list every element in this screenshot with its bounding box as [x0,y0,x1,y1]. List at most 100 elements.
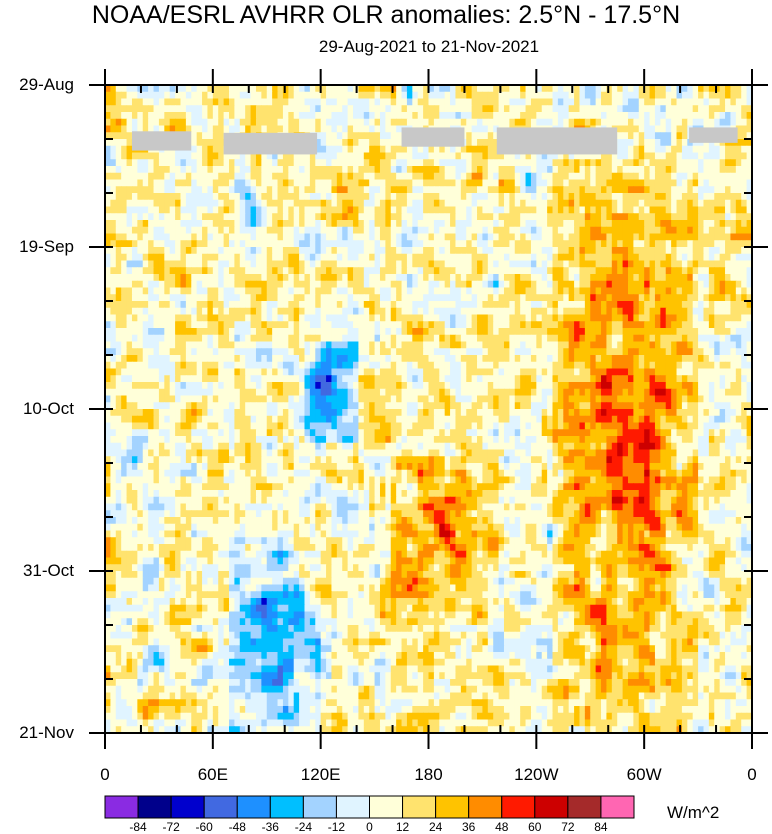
heat-cell [514,348,521,356]
heat-cell [191,314,198,322]
heat-cell [121,152,128,160]
heat-cell [406,159,413,167]
heat-cell [390,247,397,255]
heat-cell [169,314,176,322]
heat-cell [282,152,289,160]
heat-cell [406,112,413,120]
heat-cell [379,166,386,174]
heat-cell [342,361,349,370]
heat-cell [649,152,656,160]
heat-cell [309,274,316,282]
heat-cell [687,341,694,349]
heat-cell [541,105,548,113]
heat-cell [433,91,440,100]
heat-cell [520,220,527,228]
heat-cell [202,172,209,181]
heat-cell [703,118,710,127]
heat-cell [487,193,494,201]
heat-cell [730,341,737,349]
heat-cell [293,328,300,336]
heat-cell [412,179,419,187]
heat-cell [412,152,419,160]
heat-cell [261,152,268,160]
heat-cell [105,348,111,356]
heat-cell [460,328,467,336]
heat-cell [158,280,165,289]
heat-cell [396,247,403,255]
heat-cell [703,287,710,295]
heat-cell [293,98,300,106]
heat-cell [627,294,634,302]
heat-cell [121,166,128,174]
heat-cell [148,233,155,241]
heat-cell [390,118,397,127]
heat-cell [547,341,554,349]
heat-cell [137,355,144,363]
heat-cell [250,199,257,208]
heat-cell [633,260,640,268]
heat-cell [466,145,473,154]
heat-cell [503,193,510,201]
heat-cell [547,118,554,127]
heat-cell [433,233,440,241]
heat-cell [574,105,581,113]
heat-cell [547,267,554,275]
heat-cell [223,307,230,316]
heat-cell [611,166,618,174]
heat-cell [698,247,705,255]
heat-cell [379,98,386,106]
heat-cell [207,213,214,221]
heat-cell [229,166,235,174]
heat-cell [530,267,537,275]
heat-cell [611,105,618,113]
heat-cell [477,152,484,160]
heat-cell [331,172,338,181]
heat-cell [115,105,122,113]
heat-cell [703,145,710,154]
heat-cell [444,118,451,127]
heat-cell [638,294,645,302]
heat-cell [746,152,753,160]
heat-cell [331,132,338,140]
heat-cell [115,321,122,329]
heat-cell [681,233,688,241]
heat-cell [671,145,678,154]
heat-cell [110,152,117,160]
heat-cell [110,314,117,322]
heat-cell [520,118,527,127]
heat-cell [326,355,333,363]
heat-cell [708,152,715,160]
heat-cell [385,220,392,228]
heat-cell [110,98,117,106]
heat-cell [482,280,489,289]
heat-cell [309,233,316,241]
heat-cell [687,85,694,93]
heat-cell [358,240,365,248]
heat-cell [331,159,338,167]
heat-cell [703,152,710,160]
heat-cell [671,139,678,147]
heat-cell [654,348,661,356]
heat-cell [353,301,360,309]
heat-cell [250,112,257,120]
heat-cell [358,132,365,140]
heat-cell [649,314,656,322]
heat-cell [487,341,494,349]
heat-cell [530,307,537,316]
heat-cell [180,226,187,235]
heat-cell [169,206,176,214]
heat-cell [493,186,500,194]
heat-cell [153,321,160,329]
heat-cell [557,98,564,106]
heat-cell [299,112,306,120]
heat-cell [105,159,111,167]
heat-cell [530,260,537,268]
heat-cell [185,301,192,309]
heat-cell [121,267,128,275]
heat-cell [218,240,225,248]
heat-cell [331,314,338,322]
heat-cell [105,186,111,194]
heat-cell [622,91,629,100]
heat-cell [741,267,748,275]
heat-cell [498,220,505,228]
